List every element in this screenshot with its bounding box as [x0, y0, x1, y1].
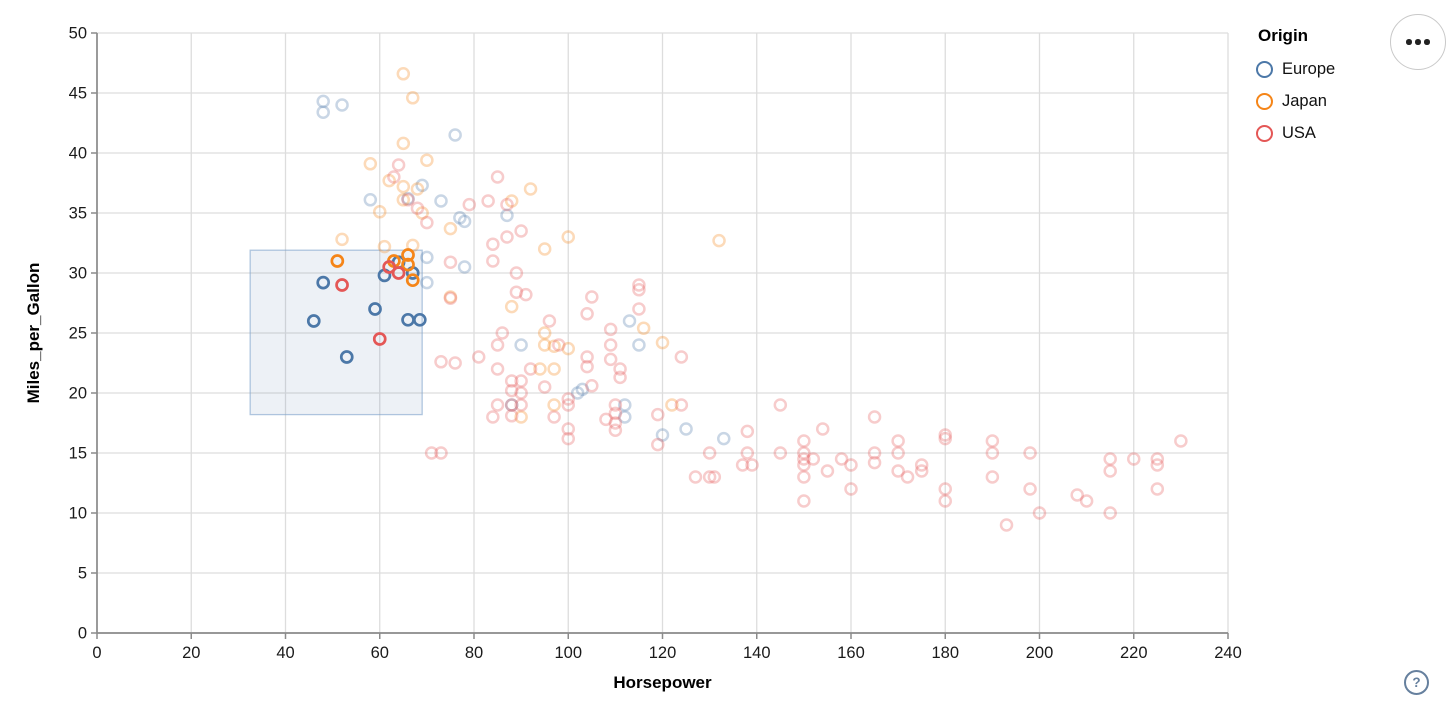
usa-ring-icon [1256, 124, 1273, 142]
options-menu-button[interactable] [1390, 14, 1446, 70]
svg-text:15: 15 [69, 445, 87, 463]
legend-label: Europe [1282, 59, 1336, 78]
svg-text:0: 0 [92, 644, 101, 662]
legend-item-usa: USA [1256, 117, 1335, 149]
europe-ring-icon [1256, 60, 1273, 78]
svg-text:100: 100 [554, 644, 582, 662]
japan-ring-icon [1256, 92, 1273, 110]
svg-text:40: 40 [69, 145, 87, 163]
svg-text:Miles_per_Gallon: Miles_per_Gallon [24, 263, 43, 404]
legend-item-europe: Europe [1256, 53, 1335, 85]
legend: Origin Europe Japan USA [1256, 26, 1335, 149]
legend-label: Japan [1282, 91, 1327, 110]
legend-item-japan: Japan [1256, 85, 1335, 117]
svg-text:20: 20 [69, 385, 87, 403]
svg-text:10: 10 [69, 505, 87, 523]
svg-text:50: 50 [69, 25, 87, 43]
data-points [306, 67, 1188, 532]
svg-text:240: 240 [1214, 644, 1242, 662]
ellipsis-icon [1424, 39, 1430, 45]
axes: 0 20 40 60 80 100 120 140 160 180 200 220 240 0 5 10 15 2… [24, 25, 1242, 693]
svg-text:45: 45 [69, 85, 87, 103]
svg-text:120: 120 [649, 644, 677, 662]
svg-text:0: 0 [78, 625, 87, 643]
svg-text:5: 5 [78, 565, 87, 583]
question-mark-icon: ? [1412, 675, 1421, 690]
svg-text:25: 25 [69, 325, 87, 343]
svg-text:180: 180 [931, 644, 959, 662]
svg-text:140: 140 [743, 644, 771, 662]
svg-text:Horsepower: Horsepower [613, 673, 712, 692]
svg-text:60: 60 [371, 644, 389, 662]
svg-text:200: 200 [1026, 644, 1054, 662]
svg-text:160: 160 [837, 644, 865, 662]
svg-text:20: 20 [182, 644, 200, 662]
help-button[interactable]: ? [1404, 670, 1429, 695]
svg-text:80: 80 [465, 644, 483, 662]
brush-selection [249, 249, 423, 416]
svg-text:30: 30 [69, 265, 87, 283]
svg-text:220: 220 [1120, 644, 1148, 662]
svg-text:40: 40 [276, 644, 294, 662]
ellipsis-icon [1406, 39, 1412, 45]
legend-title: Origin [1258, 26, 1309, 45]
svg-text:35: 35 [69, 205, 87, 223]
ellipsis-icon [1415, 39, 1421, 45]
legend-label: USA [1282, 123, 1316, 142]
